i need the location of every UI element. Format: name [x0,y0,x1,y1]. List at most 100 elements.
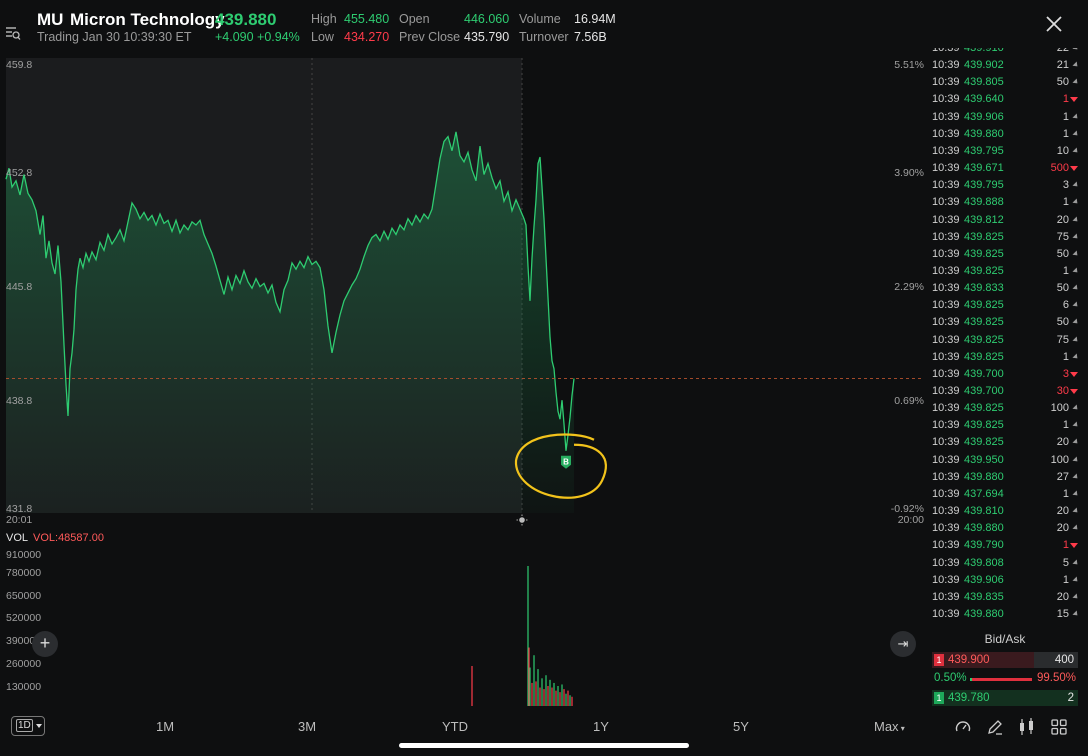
trade-qty: 15 [1056,607,1069,620]
trade-row: 10:39 439.825 6 [929,297,1081,314]
neutral-diamond-icon [1072,284,1080,292]
volume-bar [561,684,563,706]
trade-row: 10:39 439.880 15 [929,606,1081,623]
volume-bar [551,687,553,706]
home-indicator[interactable] [399,743,689,748]
trade-qty: 50 [1056,247,1069,260]
grid-layout-icon[interactable] [1050,718,1068,736]
close-icon[interactable] [1044,14,1064,34]
y-tick-right: 0.69% [894,395,924,407]
prev-close-label: Prev Close [399,30,461,44]
trade-row: 10:39 439.700 3 [929,366,1081,383]
trade-price: 439.825 [964,402,1004,415]
neutral-diamond-icon [1072,267,1080,275]
gauge-icon[interactable] [954,718,972,736]
candlestick-icon[interactable] [1018,717,1036,737]
trade-row: 10:39 439.795 10 [929,143,1081,160]
timeframe-1d-button[interactable]: 1D [11,716,45,736]
scroll-to-latest-button[interactable]: ⇥ [890,631,916,657]
neutral-diamond-icon [1072,558,1080,567]
trade-time: 10:39 [932,144,960,157]
draw-pen-icon[interactable] [986,718,1004,736]
trade-qty: 50 [1056,316,1069,329]
trade-row: 10:39 439.795 3 [929,177,1081,194]
trade-price: 439.950 [964,453,1004,466]
trade-row: 10:39 439.910 22 [929,48,1081,57]
neutral-diamond-icon [1072,233,1080,241]
tf-1d-label: 1D [16,719,33,732]
timeframe-1y[interactable]: 1Y [593,719,609,734]
trade-time: 10:39 [932,419,960,432]
time-and-sales-list[interactable]: 10:39 439.910 22 10:39 439.902 21 10:39 439.805… [929,48,1081,630]
volume-bar [547,686,549,706]
trade-qty: 1 [1062,196,1069,209]
vol-tick: 260000 [6,658,41,670]
timeframe-ytd[interactable]: YTD [442,719,468,734]
neutral-diamond-icon [1072,438,1080,446]
trade-qty: 20 [1056,590,1069,603]
timeframe-3m[interactable]: 3M [298,719,317,734]
ask-level-index: 1 [934,654,944,666]
trade-qty: 10 [1056,144,1069,157]
trade-time: 10:39 [932,196,960,209]
trade-qty: 1 [1062,573,1069,586]
trade-row: 10:39 439.888 1 [929,194,1081,211]
trade-price: 439.880 [964,127,1004,140]
trade-row: 10:39 439.825 50 [929,314,1081,331]
down-arrow-icon [1070,166,1078,172]
neutral-diamond-icon [1072,490,1080,498]
volume-bar [537,669,539,706]
neutral-diamond-icon [1072,404,1080,412]
vol-tick: 910000 [6,549,41,561]
trade-row: 10:39 439.825 20 [929,434,1081,451]
chart-canvas[interactable]: B 459.8 452.8 445.8 438.8 431.8 5.51% 3.… [0,56,928,706]
trade-row: 10:39 439.825 1 [929,417,1081,434]
timeframe-5y[interactable]: 5Y [733,719,749,734]
trade-row: 10:39 439.810 20 [929,503,1081,520]
y-tick-right: 2.29% [894,281,924,293]
trade-row: 10:39 439.906 1 [929,572,1081,589]
trade-price: 439.825 [964,419,1004,432]
timeframe-max[interactable]: Max ▾ [874,719,905,734]
volume-bar [543,689,545,706]
trade-price: 439.795 [964,144,1004,157]
high-value: 455.480 [344,12,390,26]
price-chart[interactable]: B 459.8 452.8 445.8 438.8 431.8 5.51% 3.… [0,56,928,706]
trade-time: 10:39 [932,350,960,363]
bid-row: 1 439.780 2 [932,690,1078,706]
trade-row: 10:39 439.835 20 [929,589,1081,606]
ticker-symbol: MU [37,10,64,29]
y-tick-left: 459.8 [6,59,32,71]
trade-price: 439.810 [964,505,1004,518]
trade-qty: 20 [1056,505,1069,518]
timeframe-1m[interactable]: 1M [156,719,175,734]
volume-bar [555,690,557,706]
neutral-diamond-icon [1072,48,1080,52]
trade-row: 10:39 439.825 100 [929,400,1081,417]
trade-row: 10:39 439.906 1 [929,109,1081,126]
time-label-start: 20:01 [6,514,32,526]
trade-price: 437.694 [964,487,1004,500]
trade-qty: 21 [1056,59,1069,72]
trade-time: 10:39 [932,127,960,140]
trade-price: 439.825 [964,316,1004,329]
trade-price: 439.808 [964,556,1004,569]
neutral-diamond-icon [1072,215,1080,224]
volume-bar [531,682,533,706]
chevron-down-icon [36,724,42,728]
trade-row: 10:39 439.880 1 [929,126,1081,143]
trade-qty: 100 [1050,453,1069,466]
trade-time: 10:39 [932,282,960,295]
trade-time: 10:39 [932,59,960,72]
quote-header: MU Micron Technology 439.880 Trading Jan… [0,0,1088,56]
trade-qty: 27 [1056,470,1069,483]
menu-search-icon[interactable] [5,25,21,41]
price-line [5,131,575,451]
neutral-diamond-icon [1072,301,1080,309]
trade-time: 10:39 [932,385,960,397]
buy-marker[interactable]: B [561,455,571,469]
neutral-diamond-icon [1072,610,1080,618]
neutral-diamond-icon [1072,524,1080,532]
add-indicator-button[interactable]: + [32,631,58,657]
trade-row: 10:39 437.694 1 [929,486,1081,503]
